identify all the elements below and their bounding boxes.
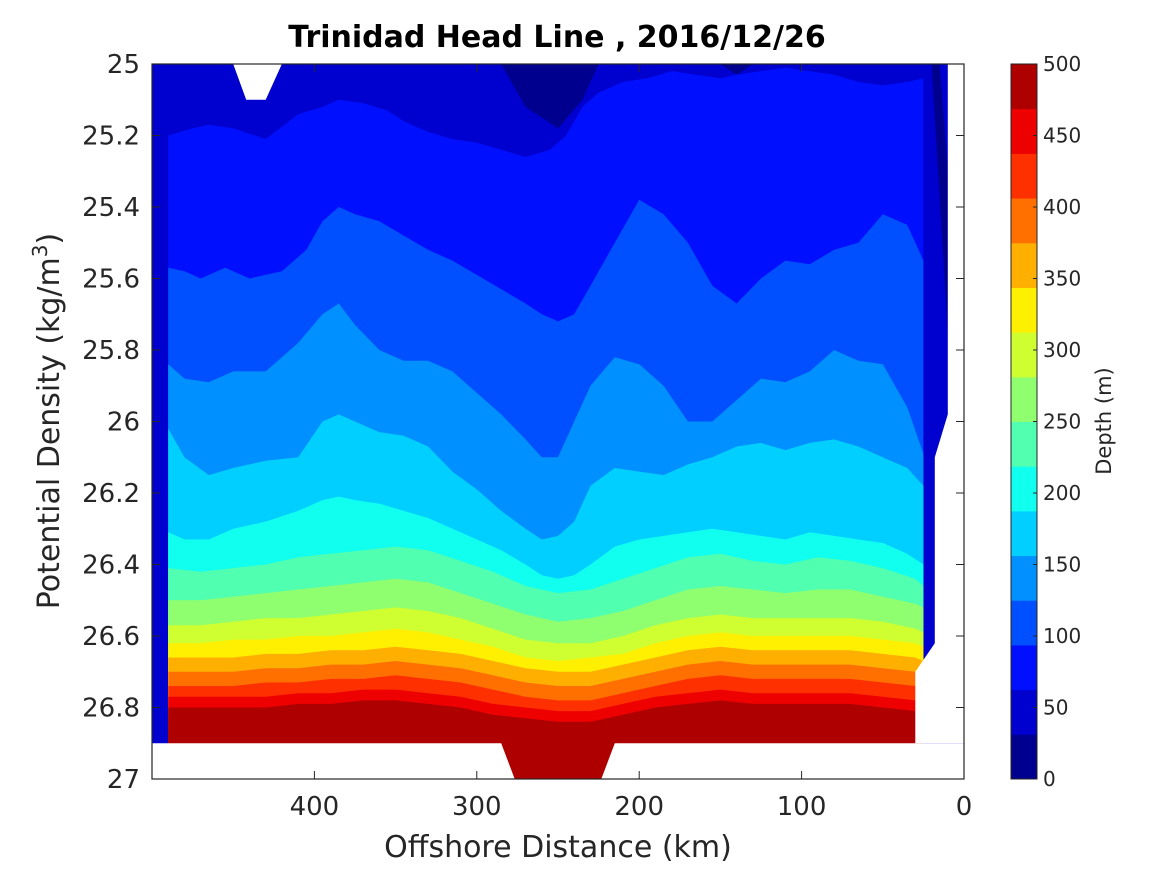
y-tick-label: 26 (107, 408, 140, 438)
mask-top-notch (233, 64, 282, 100)
x-tick-label: 300 (452, 792, 502, 822)
y-tick-label: 26.4 (82, 551, 140, 581)
colorbar-segment (1011, 644, 1037, 691)
x-tick-label: 200 (614, 792, 664, 822)
y-tick-label: 26.2 (82, 479, 140, 509)
colorbar-tick-label: 250 (1043, 410, 1081, 434)
contour-fill-layer (152, 64, 964, 779)
y-tick-label: 26.6 (82, 622, 140, 652)
colorbar-segment (1011, 689, 1037, 735)
missing-data-mask-layer (152, 64, 964, 779)
x-axis-label: Offshore Distance (km) (384, 830, 732, 865)
colorbar-segment (1011, 198, 1037, 244)
colorbar-segment (1011, 108, 1037, 154)
y-tick-label: 25 (107, 50, 140, 80)
colorbar-segment (1011, 555, 1037, 601)
y-tick-label: 25.2 (82, 122, 140, 152)
colorbar-segment (1011, 332, 1037, 378)
x-axis: 400 300 200 100 0 (290, 64, 973, 822)
colorbar-tick-label: 100 (1043, 624, 1081, 648)
mask-bottom (152, 743, 964, 779)
mask-nearshore (915, 64, 964, 744)
colorbar-segment (1011, 510, 1037, 557)
colorbar-segment (1011, 153, 1037, 199)
plot-area (151, 63, 965, 780)
colorbar-tick-label: 300 (1043, 338, 1081, 362)
colorbar-segment (1011, 287, 1037, 333)
colorbar-tick-label: 0 (1043, 767, 1056, 791)
colorbar-tick-label: 500 (1043, 52, 1081, 76)
colorbar-segment (1011, 466, 1037, 512)
colorbar-segment (1011, 600, 1037, 646)
colorbar-tick-label: 200 (1043, 481, 1081, 505)
colorbar-segment (1011, 242, 1037, 288)
colorbar-tick-label: 50 (1043, 696, 1068, 720)
y-axis-label-main: Potential Density (kg/m (32, 257, 67, 609)
y-axis-label-sup: 3 (28, 244, 52, 257)
y-tick-label: 25.8 (82, 336, 140, 366)
shallow-patch (501, 64, 599, 129)
y-axis-label-close: ) (32, 233, 67, 245)
y-tick-label: 25.6 (82, 265, 140, 295)
colorbar-segment (1011, 421, 1037, 467)
colorbar-tick-label: 150 (1043, 553, 1081, 577)
y-axis: 25 25.2 25.4 25.6 25.8 26 26.2 26.4 26.6 26.8 27 (82, 50, 964, 795)
colorbar-segment (1011, 64, 1037, 110)
y-tick-label: 25.4 (82, 193, 140, 223)
colorbar-tick-label: 400 (1043, 195, 1081, 219)
shallow-patch (720, 64, 753, 75)
colorbar-segment (1011, 376, 1037, 422)
x-tick-label: 0 (956, 792, 973, 822)
shallow-patch (931, 64, 951, 386)
colorbar-tick-label: 450 (1043, 124, 1081, 148)
contour-band-475 (501, 764, 615, 779)
y-tick-label: 26.8 (82, 694, 140, 724)
colorbar-label: Depth (m) (1092, 367, 1116, 474)
x-tick-label: 100 (777, 792, 827, 822)
y-tick-label: 27 (107, 765, 140, 795)
x-tick-label: 400 (290, 792, 340, 822)
colorbar-segment (1011, 734, 1037, 780)
colorbar: 0 50 100 150 200 250 300 350 400 450 500 (1010, 52, 1081, 791)
colorbar-tick-label: 350 (1043, 267, 1081, 291)
y-axis-label: Potential Density (kg/m3) (28, 233, 67, 609)
chart-title: Trinidad Head Line , 2016/12/26 (288, 20, 825, 55)
